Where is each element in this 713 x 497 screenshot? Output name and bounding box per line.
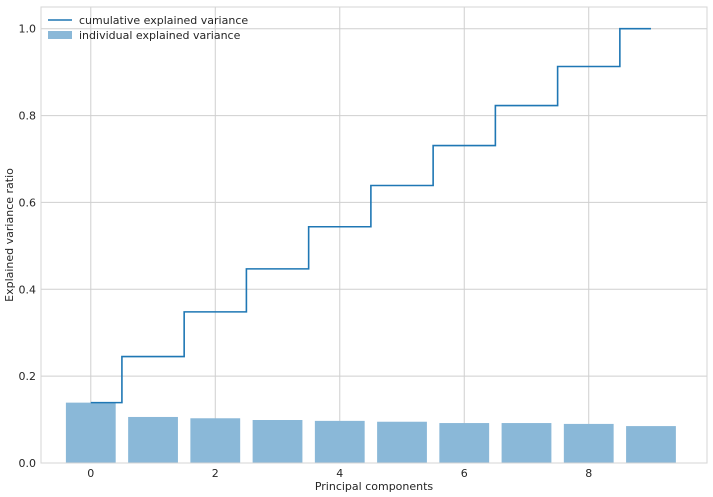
y-tick-label-0: 0.0 [19, 457, 37, 470]
legend: cumulative explained variance individual… [48, 14, 248, 42]
x-tick-label-2: 4 [336, 467, 343, 480]
y-tick-label-5: 1.0 [19, 23, 37, 36]
x-axis-label: Principal components [315, 480, 434, 493]
y-tick-label-3: 0.6 [19, 196, 37, 209]
x-tick-label-3: 6 [461, 467, 468, 480]
plot-frame [40, 6, 708, 464]
y-tick-label-1: 0.2 [19, 370, 37, 383]
y-axis-label: Explained variance ratio [3, 168, 16, 302]
x-tick-label-1: 2 [212, 467, 219, 480]
y-tick-label-4: 0.8 [19, 110, 37, 123]
y-tick-labels: 0.0 0.2 0.4 0.6 0.8 1.0 [19, 23, 37, 470]
step-series [90, 27, 651, 404]
bar-7 [501, 423, 552, 463]
bar-series [65, 402, 676, 463]
bar-3 [252, 420, 303, 463]
bar-5 [377, 421, 427, 463]
x-tick-label-4: 8 [585, 467, 592, 480]
x-tick-label-0: 0 [87, 467, 94, 480]
bar-2 [190, 418, 241, 463]
y-tick-label-2: 0.4 [19, 283, 37, 296]
legend-bar-swatch [48, 31, 72, 39]
legend-entry-individual: individual explained variance [79, 29, 241, 42]
cumulative-step-line [90, 27, 651, 404]
bar-8 [563, 423, 614, 463]
legend-entry-cumulative: cumulative explained variance [79, 14, 248, 27]
bar-1 [128, 416, 178, 463]
bar-9 [626, 426, 676, 463]
bar-4 [314, 420, 365, 463]
bar-6 [439, 423, 490, 463]
grid [41, 7, 707, 464]
bar-0 [65, 402, 116, 463]
x-tick-labels: 0 2 4 6 8 [87, 467, 592, 480]
